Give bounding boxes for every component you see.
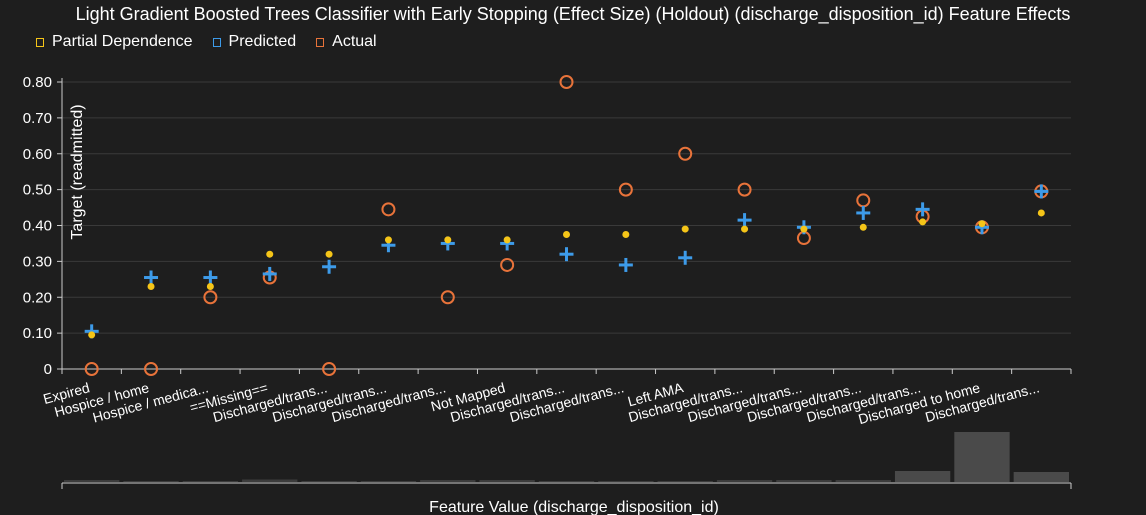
histogram-bar — [598, 481, 654, 482]
legend-swatch-predicted — [212, 37, 221, 47]
y-tick-label: 0.20 — [23, 289, 52, 306]
histogram-bar — [1013, 472, 1069, 482]
partial-dependence-point — [800, 225, 808, 233]
histogram-bar — [716, 480, 773, 482]
legend-item-actual[interactable]: Actual — [316, 33, 377, 51]
histogram-bar — [123, 481, 179, 482]
actual-point — [144, 362, 159, 376]
actual-point — [678, 146, 693, 161]
y-tick-label: 0.40 — [23, 218, 52, 235]
predicted-point — [262, 266, 277, 281]
predicted-point — [678, 250, 693, 265]
histogram-bar — [776, 480, 832, 482]
y-axis: 0 0.10 0.20 0.30 0.40 0.50 0.60 0.70 0.80 — [23, 74, 63, 378]
histogram-bar — [182, 481, 239, 482]
y-axis-label: Target (readmitted) — [69, 104, 86, 239]
histogram-bar — [954, 432, 1010, 482]
chart-title: Light Gradient Boosted Trees Classifier … — [75, 4, 1071, 24]
partial-dependence-point — [859, 223, 867, 231]
partial-dependence-point — [919, 218, 927, 226]
predicted-point — [559, 247, 574, 262]
partial-dependence-point — [266, 250, 274, 258]
partial-dependence-point — [384, 236, 392, 244]
actual-point — [440, 290, 455, 305]
histogram — [61, 432, 1072, 489]
y-tick-label: 0.70 — [23, 110, 52, 127]
actual-point — [737, 182, 752, 197]
legend-label-partial-dependence: Partial Dependence — [52, 33, 193, 50]
partial-dependence-point — [206, 282, 214, 290]
histogram-bar — [301, 481, 357, 482]
actual-point — [84, 362, 99, 376]
y-tick-label: 0.50 — [23, 182, 52, 199]
histogram-bar — [242, 479, 298, 482]
histogram-bar — [420, 480, 476, 482]
actual-point — [618, 182, 633, 197]
grid-lines — [62, 81, 1071, 334]
data-points — [84, 75, 1049, 376]
actual-point — [559, 75, 574, 89]
histogram-bar — [657, 481, 713, 482]
partial-dependence-point — [978, 220, 986, 228]
histogram-bar — [479, 480, 535, 482]
histogram-bar — [64, 480, 120, 482]
actual-point — [856, 193, 871, 208]
histogram-bar — [538, 481, 595, 482]
legend-swatch-partial-dependence — [36, 37, 44, 47]
partial-dependence-point — [1037, 209, 1045, 217]
y-tick-label: 0 — [44, 361, 52, 378]
y-tick-label: 0.30 — [23, 253, 52, 270]
predicted-point — [1034, 184, 1049, 199]
actual-point — [500, 257, 515, 272]
predicted-point — [915, 202, 930, 217]
actual-point — [381, 202, 396, 217]
y-tick-label: 0.80 — [23, 74, 52, 91]
partial-dependence-point — [444, 236, 452, 244]
predicted-point — [322, 259, 337, 274]
actual-point — [322, 362, 337, 376]
partial-dependence-point — [503, 236, 511, 244]
legend-item-predicted[interactable]: Predicted — [212, 33, 297, 51]
partial-dependence-point — [88, 331, 96, 339]
y-tick-label: 0.10 — [23, 325, 52, 342]
partial-dependence-point — [681, 225, 689, 233]
predicted-point — [203, 270, 218, 285]
histogram-bar — [360, 481, 417, 482]
histogram-bar — [835, 480, 891, 482]
predicted-point — [856, 205, 871, 220]
partial-dependence-point — [325, 250, 333, 258]
legend-swatch-actual — [316, 37, 325, 47]
partial-dependence-point — [563, 230, 570, 238]
legend-label-actual: Actual — [332, 33, 377, 50]
partial-dependence-point — [622, 230, 630, 238]
x-axis-label: Feature Value (discharge_disposition_id) — [429, 499, 719, 515]
histogram-bar — [894, 471, 951, 482]
chart-legend: Partial Dependence Predicted Actual — [36, 32, 377, 52]
partial-dependence-point — [741, 225, 749, 233]
legend-item-partial-dependence[interactable]: Partial Dependence — [36, 33, 193, 51]
partial-dependence-point — [147, 282, 155, 290]
predicted-point — [737, 213, 752, 228]
predicted-point — [144, 270, 159, 285]
predicted-point — [618, 257, 633, 272]
y-tick-label: 0.60 — [23, 146, 52, 163]
legend-label-predicted: Predicted — [228, 33, 297, 50]
actual-point — [203, 290, 218, 305]
